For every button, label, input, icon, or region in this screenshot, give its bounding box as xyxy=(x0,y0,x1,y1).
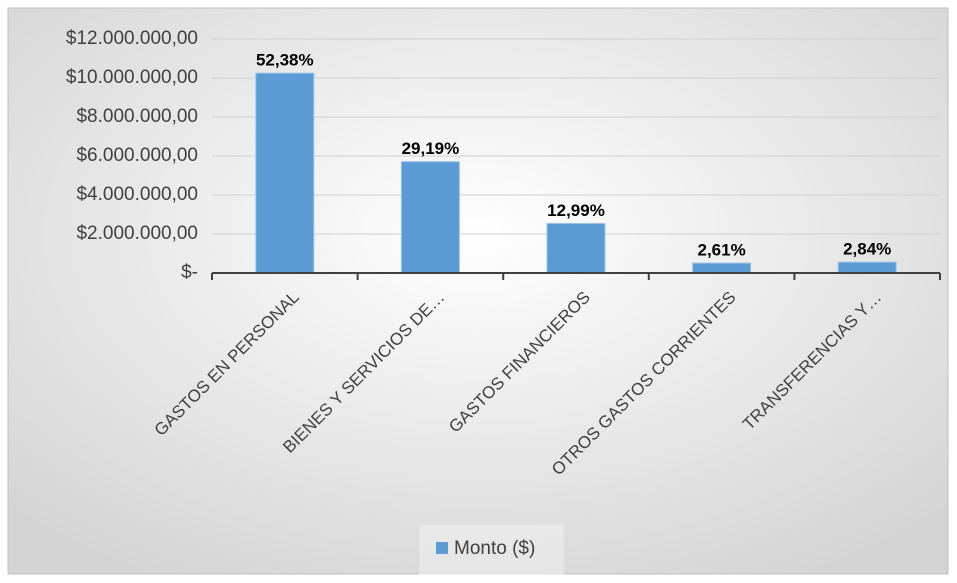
percent-label: 29,19% xyxy=(402,139,460,158)
percent-label: 2,61% xyxy=(697,241,745,260)
bar xyxy=(400,161,460,274)
bar xyxy=(255,72,315,274)
y-tick-label: $4.000.000,00 xyxy=(76,184,198,205)
percent-label: 12,99% xyxy=(547,201,605,220)
percent-label: 2,84% xyxy=(843,240,891,259)
y-tick-label: $6.000.000,00 xyxy=(76,145,198,166)
y-tick-label: $2.000.000,00 xyxy=(76,223,198,244)
y-tick-label: $8.000.000,00 xyxy=(76,106,198,127)
y-tick-label: $- xyxy=(181,262,198,283)
y-tick-label: $12.000.000,00 xyxy=(66,28,198,49)
percent-label: 52,38% xyxy=(256,51,314,70)
bar xyxy=(837,261,897,274)
chart-area xyxy=(7,7,949,575)
legend-swatch xyxy=(436,542,448,554)
y-tick-label: $10.000.000,00 xyxy=(66,67,198,88)
legend-label: Monto ($) xyxy=(454,538,535,559)
bar xyxy=(692,262,752,274)
bar xyxy=(546,222,606,274)
